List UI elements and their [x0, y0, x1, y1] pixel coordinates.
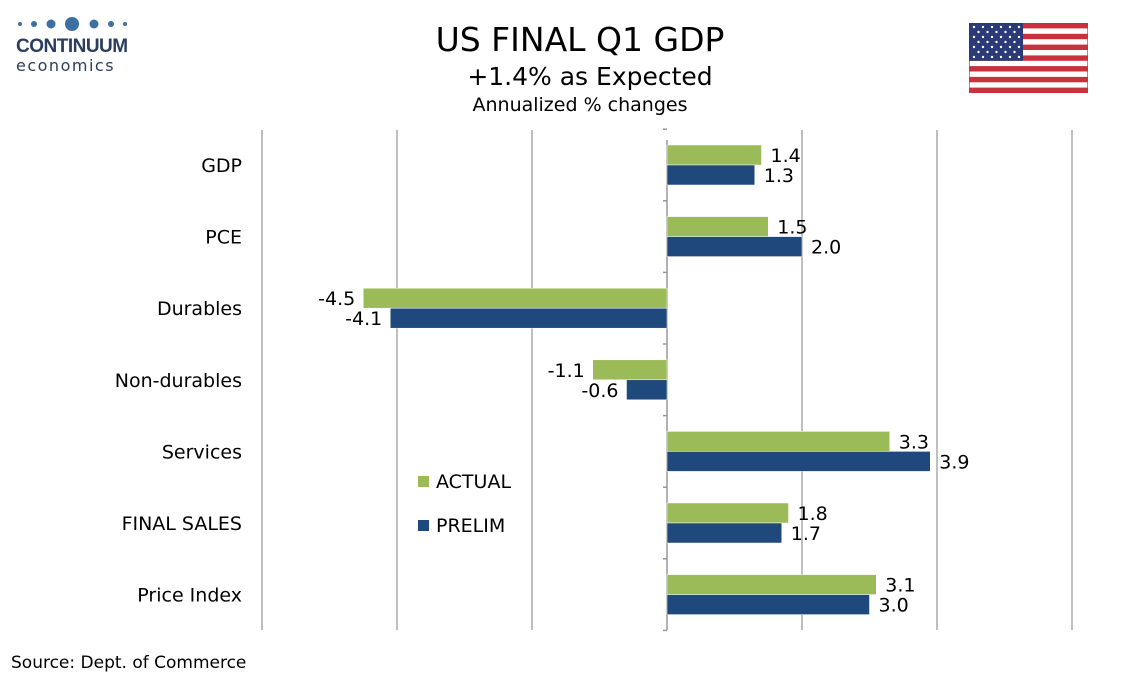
data-label: 1.7 [791, 523, 821, 545]
bar-actual [666, 502, 789, 524]
bar-prelim [666, 236, 803, 257]
legend-label-prelim: PRELIM [436, 515, 506, 537]
logo-dots-icon [18, 17, 127, 31]
category-label: PCE [205, 227, 242, 249]
category-label: Non-durables [115, 370, 242, 392]
data-label: 3.3 [899, 431, 929, 453]
data-label: -4.5 [318, 288, 355, 310]
data-label: -1.1 [548, 360, 585, 382]
category-label: Services [162, 441, 242, 463]
data-label: 1.5 [777, 217, 807, 239]
category-label: Price Index [137, 585, 242, 607]
chart-title: US FINAL Q1 GDP [435, 20, 725, 59]
category-label: Durables [157, 298, 242, 320]
us-flag-icon [969, 23, 1088, 93]
bar-actual [666, 431, 890, 452]
bar-prelim [666, 164, 755, 186]
legend-swatch-prelim [418, 520, 429, 531]
chart-units-note: Annualized % changes [472, 94, 688, 116]
logo-subtitle: economics [16, 56, 116, 75]
legend-swatch-actual [418, 476, 429, 487]
bar-prelim [666, 451, 931, 472]
data-label: 2.0 [811, 237, 841, 259]
bar-actual [363, 287, 668, 309]
data-label: 1.4 [771, 145, 801, 167]
data-label: 3.0 [879, 595, 909, 617]
data-label: 1.3 [764, 165, 794, 187]
bar-actual [592, 359, 668, 381]
bar-prelim [390, 307, 668, 329]
data-label: -0.6 [581, 380, 618, 402]
source-note: Source: Dept. of Commerce [11, 653, 247, 673]
bar-prelim [626, 379, 668, 401]
bar-actual [666, 574, 877, 595]
bar-actual [666, 144, 762, 166]
bar-prelim [666, 594, 870, 615]
bar-prelim [666, 522, 782, 544]
data-label: 1.8 [798, 503, 828, 525]
data-label: 3.1 [885, 575, 915, 597]
category-label: FINAL SALES [122, 513, 242, 535]
category-label: GDP [201, 155, 242, 177]
data-label: 3.9 [939, 451, 969, 473]
bar-actual [666, 216, 769, 237]
chart-subtitle: +1.4% as Expected [467, 62, 713, 91]
data-label: -4.1 [345, 308, 382, 330]
logo-name: CONTINUUM [16, 36, 128, 57]
continuum-economics-logo: CONTINUUM economics [14, 14, 144, 76]
legend-label-actual: ACTUAL [436, 471, 512, 493]
